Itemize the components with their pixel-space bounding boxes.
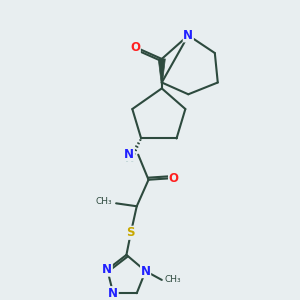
Text: N: N	[102, 263, 112, 276]
Text: O: O	[130, 40, 140, 54]
Text: S: S	[127, 226, 135, 239]
Text: N: N	[141, 265, 151, 278]
Polygon shape	[158, 59, 165, 88]
Text: N: N	[124, 148, 134, 161]
Text: H: H	[125, 154, 134, 164]
Text: CH₃: CH₃	[95, 197, 112, 206]
Text: N: N	[108, 287, 118, 300]
Text: N: N	[183, 29, 193, 42]
Text: O: O	[169, 172, 178, 185]
Text: CH₃: CH₃	[165, 275, 182, 284]
